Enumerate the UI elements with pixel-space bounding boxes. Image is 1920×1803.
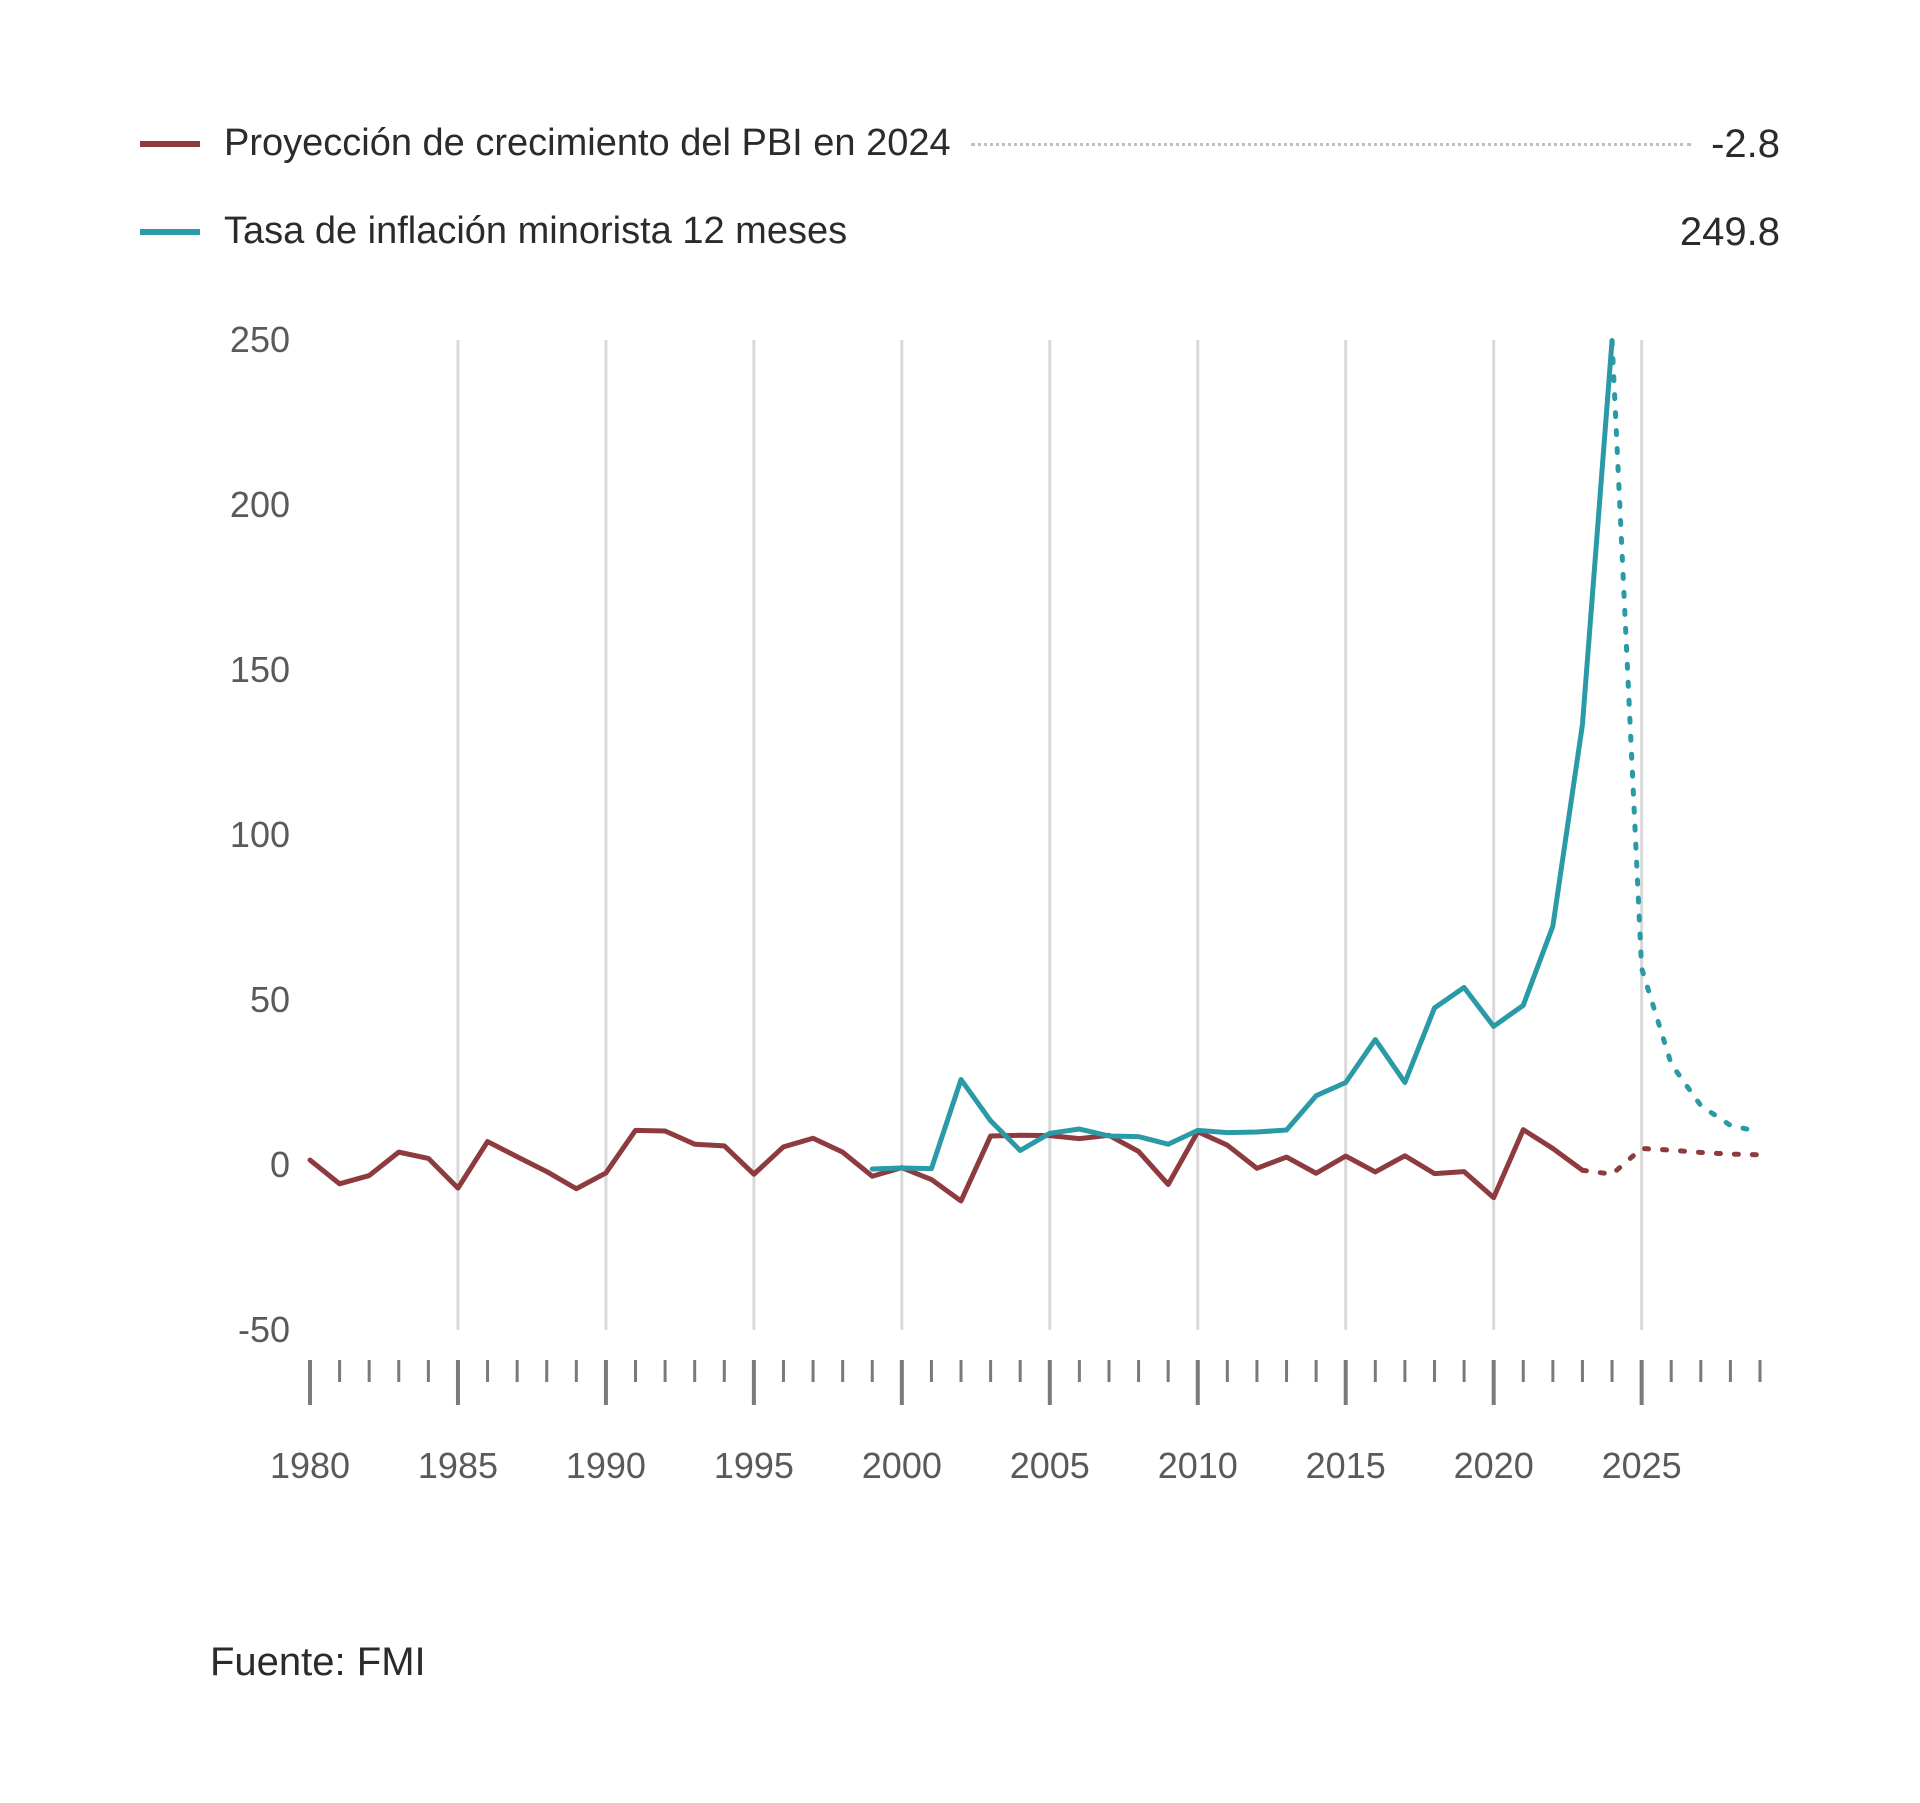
legend-label-inflation: Tasa de inflación minorista 12 meses bbox=[224, 209, 847, 255]
chart-svg bbox=[140, 320, 1780, 1460]
x-axis-label: 2005 bbox=[1010, 1445, 1090, 1487]
legend-swatch-inflation bbox=[140, 229, 200, 235]
series-line-inflation-projection bbox=[1612, 341, 1760, 1132]
legend-value-pbi: -2.8 bbox=[1711, 120, 1780, 168]
legend-row-inflation: Tasa de inflación minorista 12 meses 249… bbox=[140, 208, 1780, 256]
y-axis-label: 100 bbox=[140, 814, 290, 856]
x-axis-label: 2015 bbox=[1306, 1445, 1386, 1487]
legend-row-pbi: Proyección de crecimiento del PBI en 202… bbox=[140, 120, 1780, 168]
chart-container: Proyección de crecimiento del PBI en 202… bbox=[0, 0, 1920, 1803]
series-line-inflation bbox=[872, 341, 1612, 1169]
legend-swatch-pbi bbox=[140, 141, 200, 147]
x-axis-label: 2000 bbox=[862, 1445, 942, 1487]
y-axis-label: -50 bbox=[140, 1309, 290, 1351]
series-line-pbi-projection bbox=[1582, 1149, 1760, 1175]
legend-value-inflation: 249.8 bbox=[1680, 208, 1780, 256]
legend-filler bbox=[971, 143, 1691, 146]
y-axis-label: 0 bbox=[140, 1144, 290, 1186]
y-axis-label: 250 bbox=[140, 319, 290, 361]
y-axis-label: 50 bbox=[140, 979, 290, 1021]
x-axis-label: 1985 bbox=[418, 1445, 498, 1487]
x-axis-label: 2020 bbox=[1454, 1445, 1534, 1487]
chart-source: Fuente: FMI bbox=[210, 1640, 426, 1685]
y-axis-label: 200 bbox=[140, 484, 290, 526]
x-axis-label: 1990 bbox=[566, 1445, 646, 1487]
chart-plot: -500501001502002501980198519901995200020… bbox=[140, 320, 1780, 1460]
x-axis-label: 2010 bbox=[1158, 1445, 1238, 1487]
x-axis-label: 1980 bbox=[270, 1445, 350, 1487]
series-line-pbi bbox=[310, 1130, 1582, 1201]
x-axis-label: 1995 bbox=[714, 1445, 794, 1487]
x-axis-label: 2025 bbox=[1602, 1445, 1682, 1487]
y-axis-label: 150 bbox=[140, 649, 290, 691]
legend-label-pbi: Proyección de crecimiento del PBI en 202… bbox=[224, 121, 951, 167]
legend: Proyección de crecimiento del PBI en 202… bbox=[140, 120, 1780, 296]
